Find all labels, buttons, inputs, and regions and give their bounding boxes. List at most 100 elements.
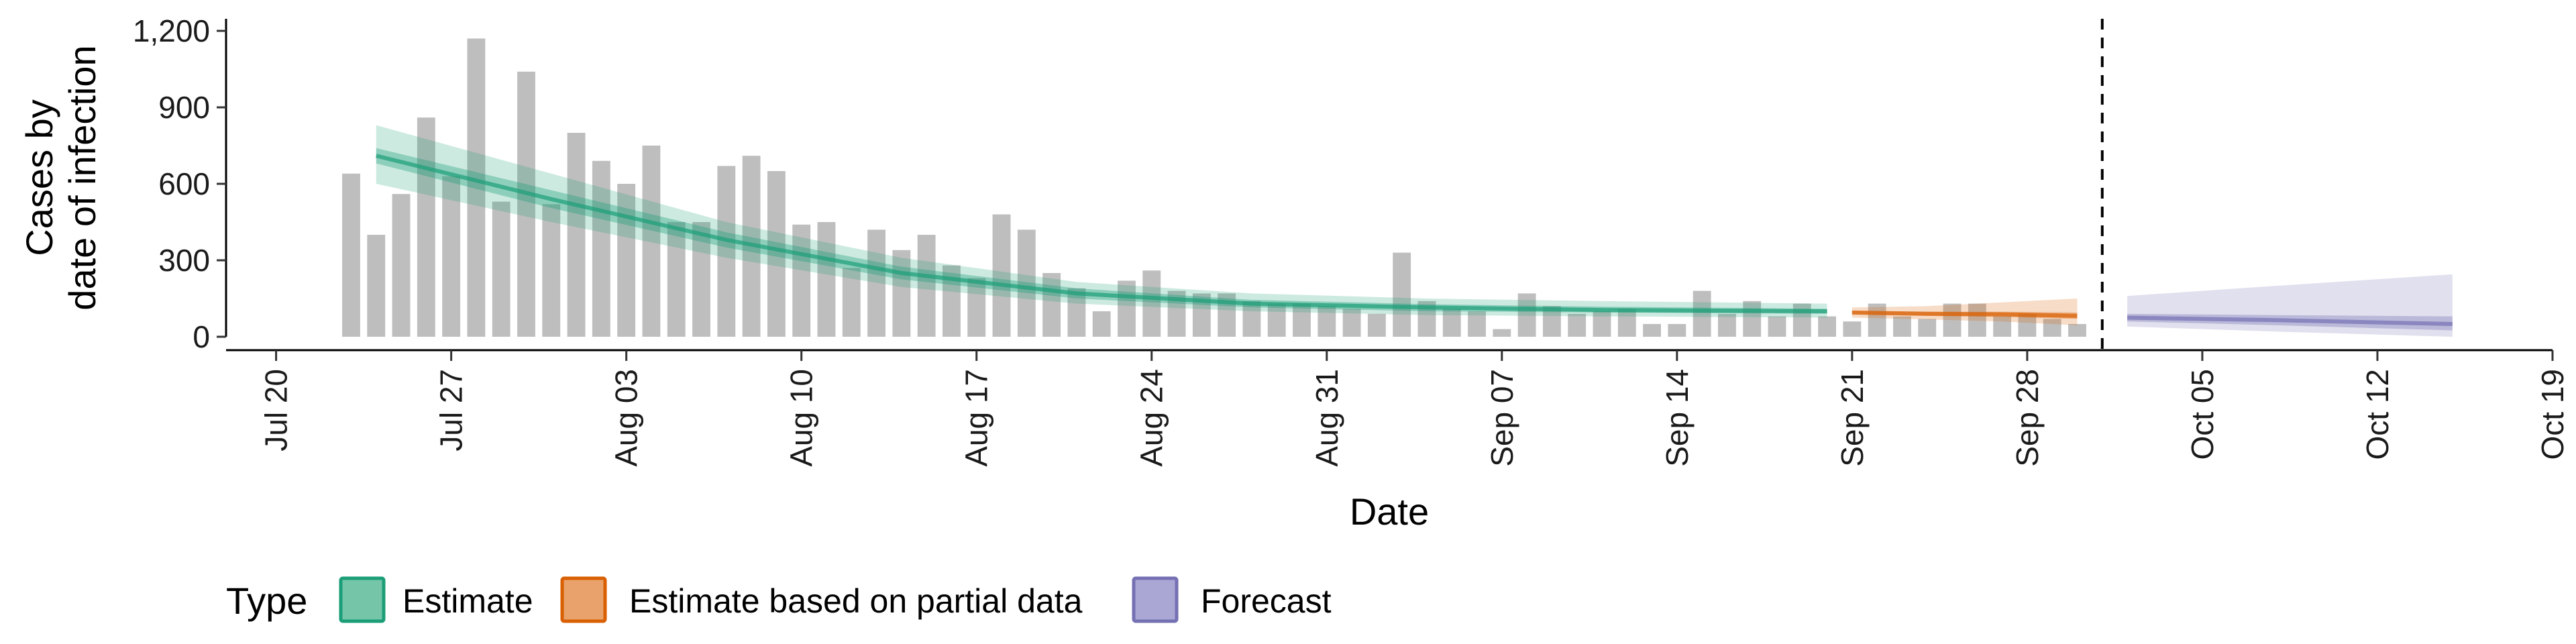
- case-bar: [1393, 252, 1411, 337]
- case-bar: [892, 250, 911, 337]
- case-bar: [1818, 316, 1837, 337]
- case-bar: [367, 235, 386, 337]
- case-bar: [2018, 313, 2037, 337]
- band-90: [376, 125, 1827, 318]
- case-bar: [1743, 301, 1762, 337]
- case-bar: [967, 278, 986, 337]
- y-axis-title: Cases by date of infection: [18, 45, 103, 310]
- median-line: [2127, 315, 2453, 326]
- case-bar: [642, 146, 661, 337]
- case-bar: [542, 204, 561, 337]
- case-bar: [692, 222, 710, 337]
- case-bar: [917, 235, 936, 337]
- x-tick-label: Oct 12: [2360, 369, 2395, 460]
- case-bar: [1568, 313, 1587, 337]
- legend-label: Estimate: [402, 582, 533, 620]
- case-bar: [467, 38, 486, 337]
- ribbons-layer: [376, 125, 2453, 337]
- x-tick-label: Oct 19: [2535, 369, 2570, 460]
- legend-title: Type: [226, 580, 307, 622]
- case-bar: [617, 184, 636, 337]
- y-tick-label: 900: [158, 90, 210, 125]
- case-bar: [1918, 319, 1937, 337]
- median-line: [1851, 310, 2078, 318]
- case-bar: [1517, 293, 1536, 337]
- y-tick-label: 600: [158, 166, 210, 201]
- legend-label: Forecast: [1201, 582, 1332, 620]
- case-bar: [1042, 273, 1061, 337]
- case-bar: [492, 201, 511, 337]
- legend-key: [339, 576, 386, 623]
- case-bar: [1342, 309, 1361, 337]
- case-bar: [1843, 321, 1862, 337]
- case-bar: [842, 268, 861, 337]
- x-tick-label: Aug 17: [959, 369, 994, 467]
- case-bar: [1717, 313, 1736, 337]
- case-bar: [1668, 324, 1686, 337]
- case-bar: [1468, 311, 1486, 337]
- case-bar: [1943, 303, 1962, 337]
- case-bar: [342, 173, 360, 337]
- y-tick-label: 0: [193, 319, 210, 354]
- x-tick-label: Sep 21: [1835, 369, 1870, 467]
- y-axis-title-line: Cases by: [18, 99, 60, 256]
- x-tick-label: Sep 14: [1660, 369, 1695, 467]
- case-bar: [1993, 316, 2012, 337]
- case-bar: [767, 171, 786, 337]
- case-bar: [1293, 303, 1311, 337]
- x-tick-label: Aug 31: [1309, 369, 1344, 467]
- case-bar: [867, 229, 885, 337]
- x-tick-label: Sep 28: [2010, 369, 2045, 467]
- case-bar: [1893, 316, 1911, 337]
- case-bar: [442, 176, 461, 337]
- case-bar: [1643, 324, 1661, 337]
- case-bar: [667, 222, 686, 337]
- case-bar: [1017, 229, 1036, 337]
- case-bar: [567, 133, 586, 337]
- case-bar: [717, 166, 736, 337]
- x-tick-label: Jul 27: [434, 369, 469, 451]
- median-line: [376, 154, 1827, 313]
- case-bar: [992, 214, 1011, 337]
- case-bar: [1118, 280, 1136, 337]
- legend-key: [560, 576, 607, 623]
- bars-layer: [342, 38, 2086, 337]
- case-bar: [1968, 303, 1986, 337]
- band-90: [1851, 299, 2078, 325]
- band-50: [376, 148, 1827, 314]
- case-bar: [1092, 311, 1111, 337]
- x-tick-label: Sep 07: [1485, 369, 1519, 467]
- case-bar: [1593, 311, 1611, 337]
- case-bar: [1067, 288, 1086, 337]
- x-tick-label: Oct 05: [2185, 369, 2220, 460]
- case-bar: [1617, 309, 1636, 337]
- case-bar: [2068, 324, 2086, 337]
- case-bar: [1267, 303, 1286, 337]
- legend-key: [1132, 576, 1179, 623]
- case-bar: [817, 222, 836, 337]
- case-bar: [1442, 309, 1461, 337]
- case-bar: [417, 117, 435, 337]
- axes-layer: 0 300 600 900 1,200 Jul 20 Jul 27 Aug 03 Aug 10 A…: [18, 13, 2570, 533]
- case-bar: [2043, 319, 2061, 337]
- x-axis-title: Date: [1350, 490, 1429, 533]
- x-tick-label: Jul 20: [259, 369, 294, 451]
- y-tick-label: 1,200: [133, 13, 210, 48]
- y-axis-title-line: date of infection: [61, 45, 103, 310]
- case-bar: [1868, 303, 1886, 337]
- case-bar: [792, 224, 811, 337]
- case-bar: [592, 160, 610, 337]
- case-bar: [1142, 270, 1161, 337]
- case-bar: [1242, 301, 1261, 337]
- x-tick-label: Aug 03: [609, 369, 644, 467]
- case-bar: [517, 71, 535, 337]
- x-tick-label: Aug 24: [1134, 369, 1169, 467]
- y-tick-label: 300: [158, 243, 210, 278]
- case-bar: [1693, 290, 1711, 337]
- case-bar: [1493, 329, 1511, 337]
- legend-label: Estimate based on partial data: [629, 582, 1083, 620]
- case-bar: [392, 194, 411, 337]
- legend: Type Estimate Estimate based on partial da…: [226, 576, 1332, 623]
- x-tick-label: Aug 10: [784, 369, 819, 467]
